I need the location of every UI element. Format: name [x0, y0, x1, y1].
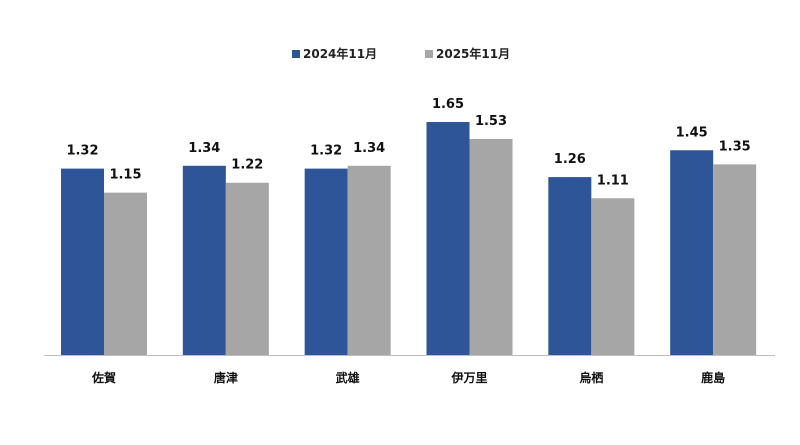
bar-1-5 [548, 177, 592, 355]
legend-label-2: 2025年11月 [436, 46, 510, 61]
bar-1-6 [670, 150, 714, 355]
value-label-1-3: 1.32 [310, 144, 342, 159]
value-label-1-4: 1.65 [432, 97, 464, 112]
bar-2-4 [469, 138, 513, 355]
bar-2-6 [713, 164, 757, 355]
value-label-1-2: 1.34 [188, 141, 220, 156]
category-label-2: 唐津 [214, 370, 238, 385]
bar-2-5 [591, 198, 635, 355]
value-label-1-5: 1.26 [554, 152, 586, 167]
legend-swatch-2 [425, 50, 433, 58]
bar-1-2 [182, 165, 226, 355]
category-labels-group: 佐賀 唐津 武雄 伊万里 烏栖 鹿島 [91, 370, 725, 385]
value-label-2-3: 1.34 [353, 141, 385, 156]
category-label-4: 伊万里 [450, 370, 487, 385]
value-label-2-6: 1.35 [719, 139, 751, 154]
bar-1-3 [304, 168, 348, 355]
legend-swatch-1 [292, 50, 300, 58]
legend: 2024年11月 2025年11月 [292, 46, 510, 61]
value-label-2-5: 1.11 [597, 173, 629, 188]
bar-1-1 [61, 168, 104, 355]
legend-label-1: 2024年11月 [303, 46, 377, 61]
bar-2-1 [104, 192, 147, 355]
bar-2-2 [225, 182, 269, 355]
value-label-2-4: 1.53 [475, 114, 507, 129]
value-label-2-2: 1.22 [231, 158, 263, 173]
bar-1-4 [426, 122, 470, 356]
bar-2-3 [347, 165, 391, 355]
category-label-6: 鹿島 [701, 370, 725, 385]
category-label-1: 佐賀 [91, 370, 116, 385]
category-label-3: 武雄 [336, 370, 360, 385]
value-label-1-1: 1.32 [66, 144, 98, 159]
value-label-1-6: 1.45 [676, 125, 708, 140]
value-label-2-1: 1.15 [109, 168, 141, 183]
category-label-5: 烏栖 [579, 370, 603, 385]
bars-group [61, 122, 757, 356]
value-labels-group: 1.32 1.15 1.34 1.22 1.32 1.34 1.65 1.53 1.26 1.11… [66, 97, 750, 188]
